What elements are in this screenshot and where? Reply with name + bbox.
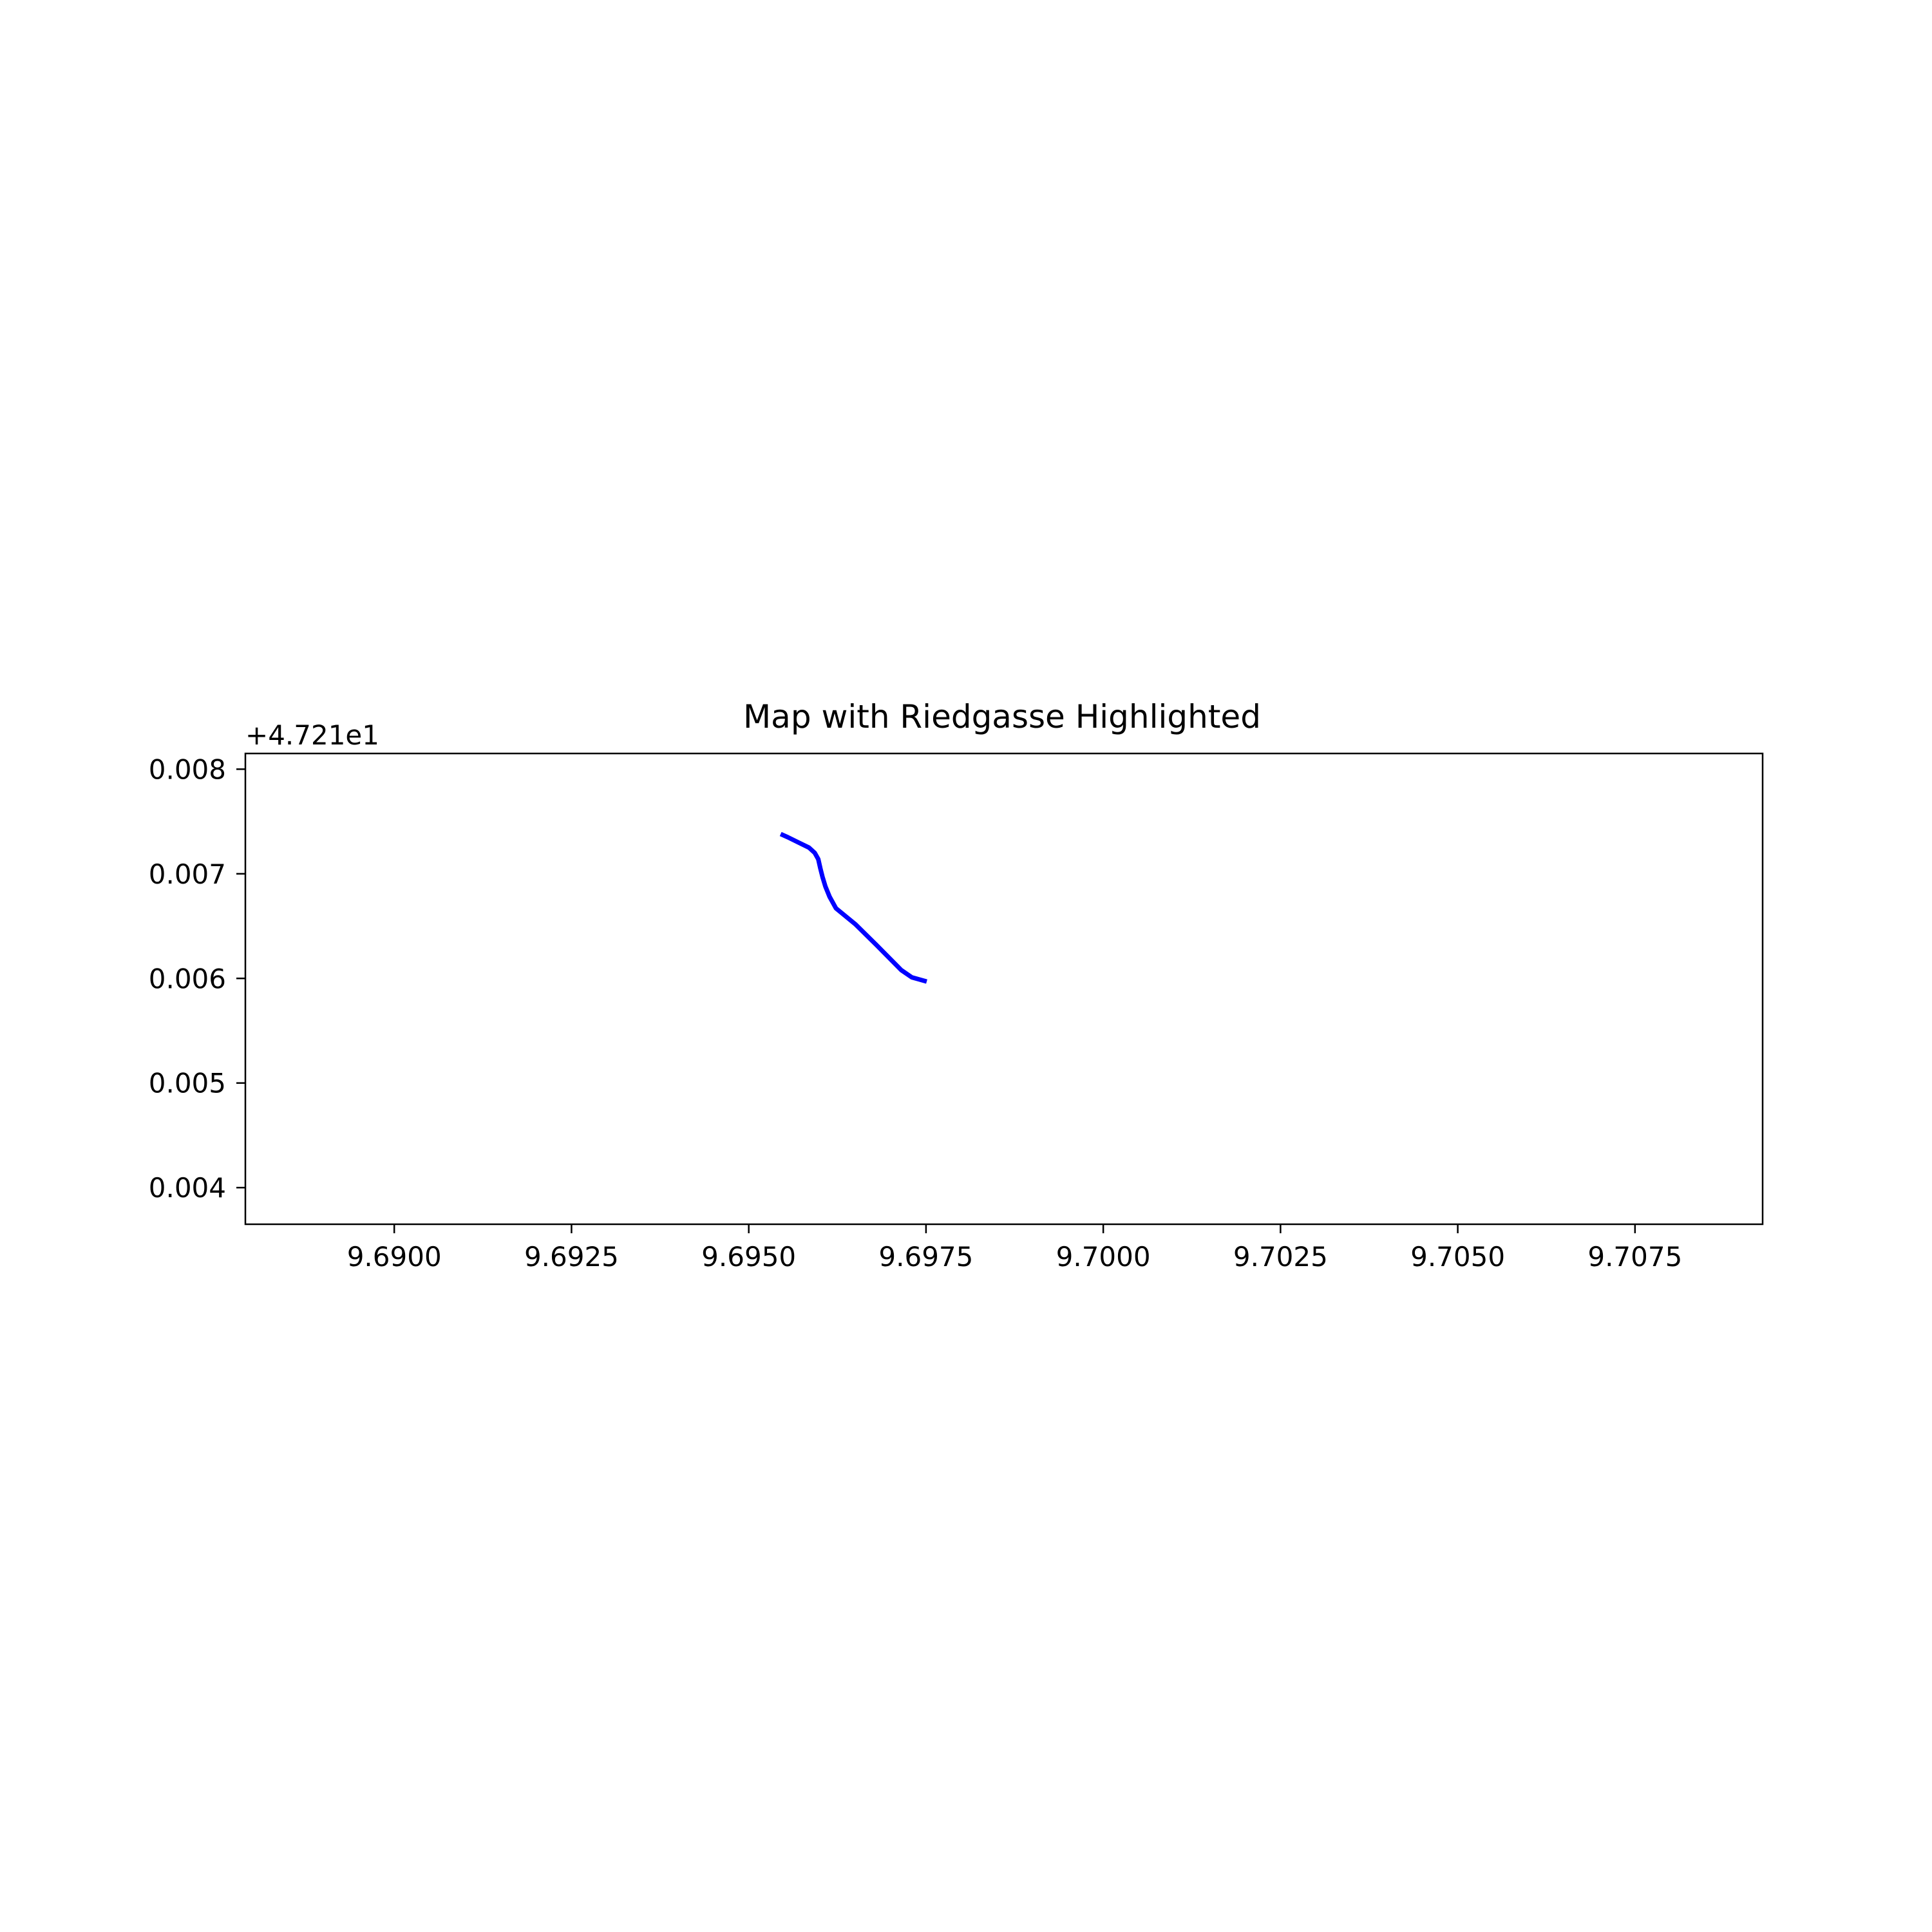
y-offset-label: +4.721e1 — [245, 719, 379, 751]
chart-title: Map with Riedgasse Highlighted — [743, 698, 1261, 735]
y-tick-label: 0.006 — [149, 963, 226, 994]
y-tick-label: 0.004 — [149, 1172, 226, 1204]
y-tick-label: 0.007 — [149, 858, 226, 890]
x-tick-label: 9.6950 — [701, 1241, 796, 1273]
x-tick-label: 9.6900 — [347, 1241, 442, 1273]
x-tick-label: 9.7000 — [1056, 1241, 1151, 1273]
x-axis: 9.6900 9.6925 9.6950 9.6975 9.7000 9.7025 9.70… — [347, 1224, 1682, 1273]
x-tick-label: 9.7050 — [1410, 1241, 1505, 1273]
plot-area — [779, 831, 927, 984]
x-tick-label: 9.6975 — [878, 1241, 973, 1273]
axes-frame — [244, 752, 1764, 1226]
y-tick-label: 0.008 — [149, 753, 226, 785]
x-tick-label: 9.7025 — [1233, 1241, 1328, 1273]
riedgasse-line — [779, 831, 927, 984]
x-tick-label: 9.6925 — [524, 1241, 619, 1273]
y-tick-label: 0.005 — [149, 1068, 226, 1099]
y-axis: 0.004 0.005 0.006 0.007 0.008 — [149, 753, 245, 1204]
x-tick-label: 9.7075 — [1587, 1241, 1682, 1273]
